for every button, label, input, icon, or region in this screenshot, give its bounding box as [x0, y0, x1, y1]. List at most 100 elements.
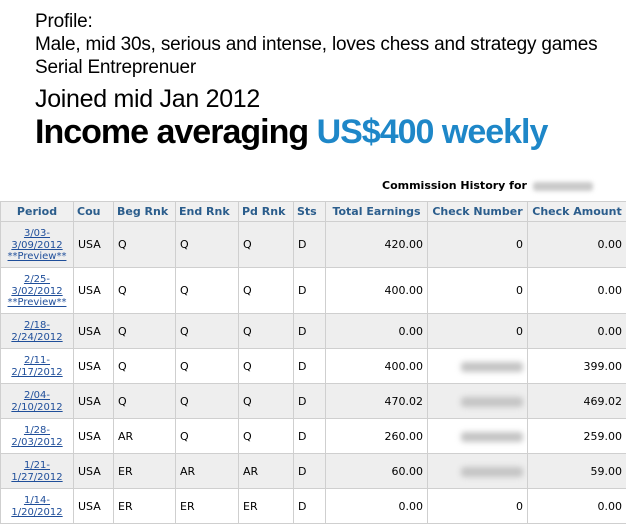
- end-rank-cell: Q: [175, 383, 239, 419]
- status-cell: D: [293, 348, 326, 384]
- period-start: 1/28-: [23, 425, 51, 436]
- total-earnings-cell: 420.00: [325, 221, 428, 268]
- table-row: 3/03- 3/09/2012 **Preview** USA Q Q Q D 420.00 0 0…: [0, 221, 626, 268]
- period-start: 2/04-: [23, 390, 51, 401]
- period-end: 2/03/2012: [11, 437, 63, 448]
- total-earnings-cell: 60.00: [325, 453, 428, 489]
- check-amount-cell: 0.00: [527, 221, 626, 268]
- beg-rank-cell: AR: [113, 418, 176, 454]
- profile-block: Profile: Male, mid 30s, serious and inte…: [35, 10, 598, 151]
- check-amount-cell: 469.02: [527, 383, 626, 419]
- period-start: 1/21-: [23, 460, 51, 471]
- period-start: 2/11-: [23, 355, 51, 366]
- col-total-earnings: Total Earnings: [325, 201, 428, 222]
- col-period: Period: [0, 201, 74, 222]
- table-row: 1/14- 1/20/2012 USA ER ER ER D 0.00 0 0.00: [0, 488, 626, 524]
- period-start: 1/14-: [23, 495, 51, 506]
- period-cell: 2/11- 2/17/2012: [0, 348, 74, 384]
- total-earnings-cell: 400.00: [325, 348, 428, 384]
- check-number-cell: 0: [427, 313, 528, 349]
- joined-date: Joined mid Jan 2012: [35, 85, 261, 113]
- period-link[interactable]: 1/28- 2/03/2012: [11, 425, 62, 448]
- profile-description: Male, mid 30s, serious and intense, love…: [35, 34, 598, 55]
- beg-rank-cell: Q: [113, 348, 176, 384]
- check-amount-cell: 59.00: [527, 453, 626, 489]
- pd-rank-cell: Q: [238, 267, 294, 314]
- table-body: 3/03- 3/09/2012 **Preview** USA Q Q Q D 420.00 0 0…: [0, 221, 626, 524]
- period-link[interactable]: 2/25- 3/02/2012: [11, 274, 62, 297]
- period-end: 3/09/2012: [11, 240, 63, 251]
- period-link[interactable]: 2/18- 2/24/2012: [11, 320, 62, 343]
- preview-link[interactable]: **Preview**: [7, 251, 67, 262]
- country-cell: USA: [73, 453, 114, 489]
- check-amount-cell: 0.00: [527, 488, 626, 524]
- pd-rank-cell: Q: [238, 418, 294, 454]
- period-cell: 2/25- 3/02/2012 **Preview**: [0, 267, 74, 314]
- table-row: 2/04- 2/10/2012 USA Q Q Q D 470.02 469.02: [0, 383, 626, 419]
- period-link[interactable]: 2/04- 2/10/2012: [11, 390, 62, 413]
- country-cell: USA: [73, 418, 114, 454]
- country-cell: USA: [73, 313, 114, 349]
- country-cell: USA: [73, 348, 114, 384]
- check-number-cell: [427, 348, 528, 384]
- end-rank-cell: Q: [175, 418, 239, 454]
- period-end: 3/02/2012: [11, 286, 63, 297]
- total-earnings-cell: 0.00: [325, 313, 428, 349]
- check-number-cell: 0: [427, 488, 528, 524]
- status-cell: D: [293, 313, 326, 349]
- country-cell: USA: [73, 221, 114, 268]
- period-end: 1/20/2012: [11, 507, 63, 518]
- col-end-rank: End Rnk: [175, 201, 239, 222]
- status-cell: D: [293, 453, 326, 489]
- redacted-name: [532, 181, 593, 191]
- period-cell: 1/28- 2/03/2012: [0, 418, 74, 454]
- preview-link[interactable]: **Preview**: [7, 297, 67, 308]
- beg-rank-cell: Q: [113, 221, 176, 268]
- check-number-cell: 0: [427, 267, 528, 314]
- col-beg-rank: Beg Rnk: [113, 201, 176, 222]
- end-rank-cell: ER: [175, 488, 239, 524]
- period-cell: 1/14- 1/20/2012: [0, 488, 74, 524]
- profile-heading: Profile:: [35, 11, 93, 32]
- table-row: 1/21- 1/27/2012 USA ER AR AR D 60.00 59.00: [0, 453, 626, 489]
- income-amount: US$400 weekly: [316, 113, 549, 151]
- end-rank-cell: Q: [175, 221, 239, 268]
- period-end: 1/27/2012: [11, 472, 63, 483]
- status-cell: D: [293, 383, 326, 419]
- col-status: Sts: [293, 201, 326, 222]
- period-link[interactable]: 2/11- 2/17/2012: [11, 355, 62, 378]
- total-earnings-cell: 470.02: [325, 383, 428, 419]
- status-cell: D: [293, 267, 326, 314]
- period-cell: 1/21- 1/27/2012: [0, 453, 74, 489]
- period-end: 2/10/2012: [11, 402, 63, 413]
- period-start: 3/03-: [23, 228, 51, 239]
- income-prefix: Income averaging: [35, 113, 309, 151]
- country-cell: USA: [73, 267, 114, 314]
- status-cell: D: [293, 221, 326, 268]
- period-start: 2/25-: [23, 274, 51, 285]
- beg-rank-cell: Q: [113, 383, 176, 419]
- total-earnings-cell: 400.00: [325, 267, 428, 314]
- commission-history-title: Commission History for: [382, 179, 593, 192]
- check-number-cell: 0: [427, 221, 528, 268]
- beg-rank-cell: ER: [113, 453, 176, 489]
- table-row: 2/18- 2/24/2012 USA Q Q Q D 0.00 0 0.00: [0, 313, 626, 349]
- check-number-cell: [427, 383, 528, 419]
- check-amount-cell: 0.00: [527, 313, 626, 349]
- period-link[interactable]: 1/21- 1/27/2012: [11, 460, 62, 483]
- period-start: 2/18-: [23, 320, 51, 331]
- table-header-row: Period Cou Beg Rnk End Rnk Pd Rnk Sts To…: [0, 201, 626, 222]
- period-link[interactable]: 1/14- 1/20/2012: [11, 495, 62, 518]
- profile-role: Serial Entreprenuer: [35, 57, 196, 78]
- check-amount-cell: 0.00: [527, 267, 626, 314]
- end-rank-cell: AR: [175, 453, 239, 489]
- period-end: 2/17/2012: [11, 367, 63, 378]
- period-end: 2/24/2012: [11, 332, 63, 343]
- commission-history-label: Commission History for: [382, 179, 527, 192]
- col-pd-rank: Pd Rnk: [238, 201, 294, 222]
- pd-rank-cell: AR: [238, 453, 294, 489]
- redacted-check-number: [461, 361, 523, 372]
- check-number-cell: [427, 418, 528, 454]
- period-link[interactable]: 3/03- 3/09/2012: [11, 228, 62, 251]
- pd-rank-cell: Q: [238, 313, 294, 349]
